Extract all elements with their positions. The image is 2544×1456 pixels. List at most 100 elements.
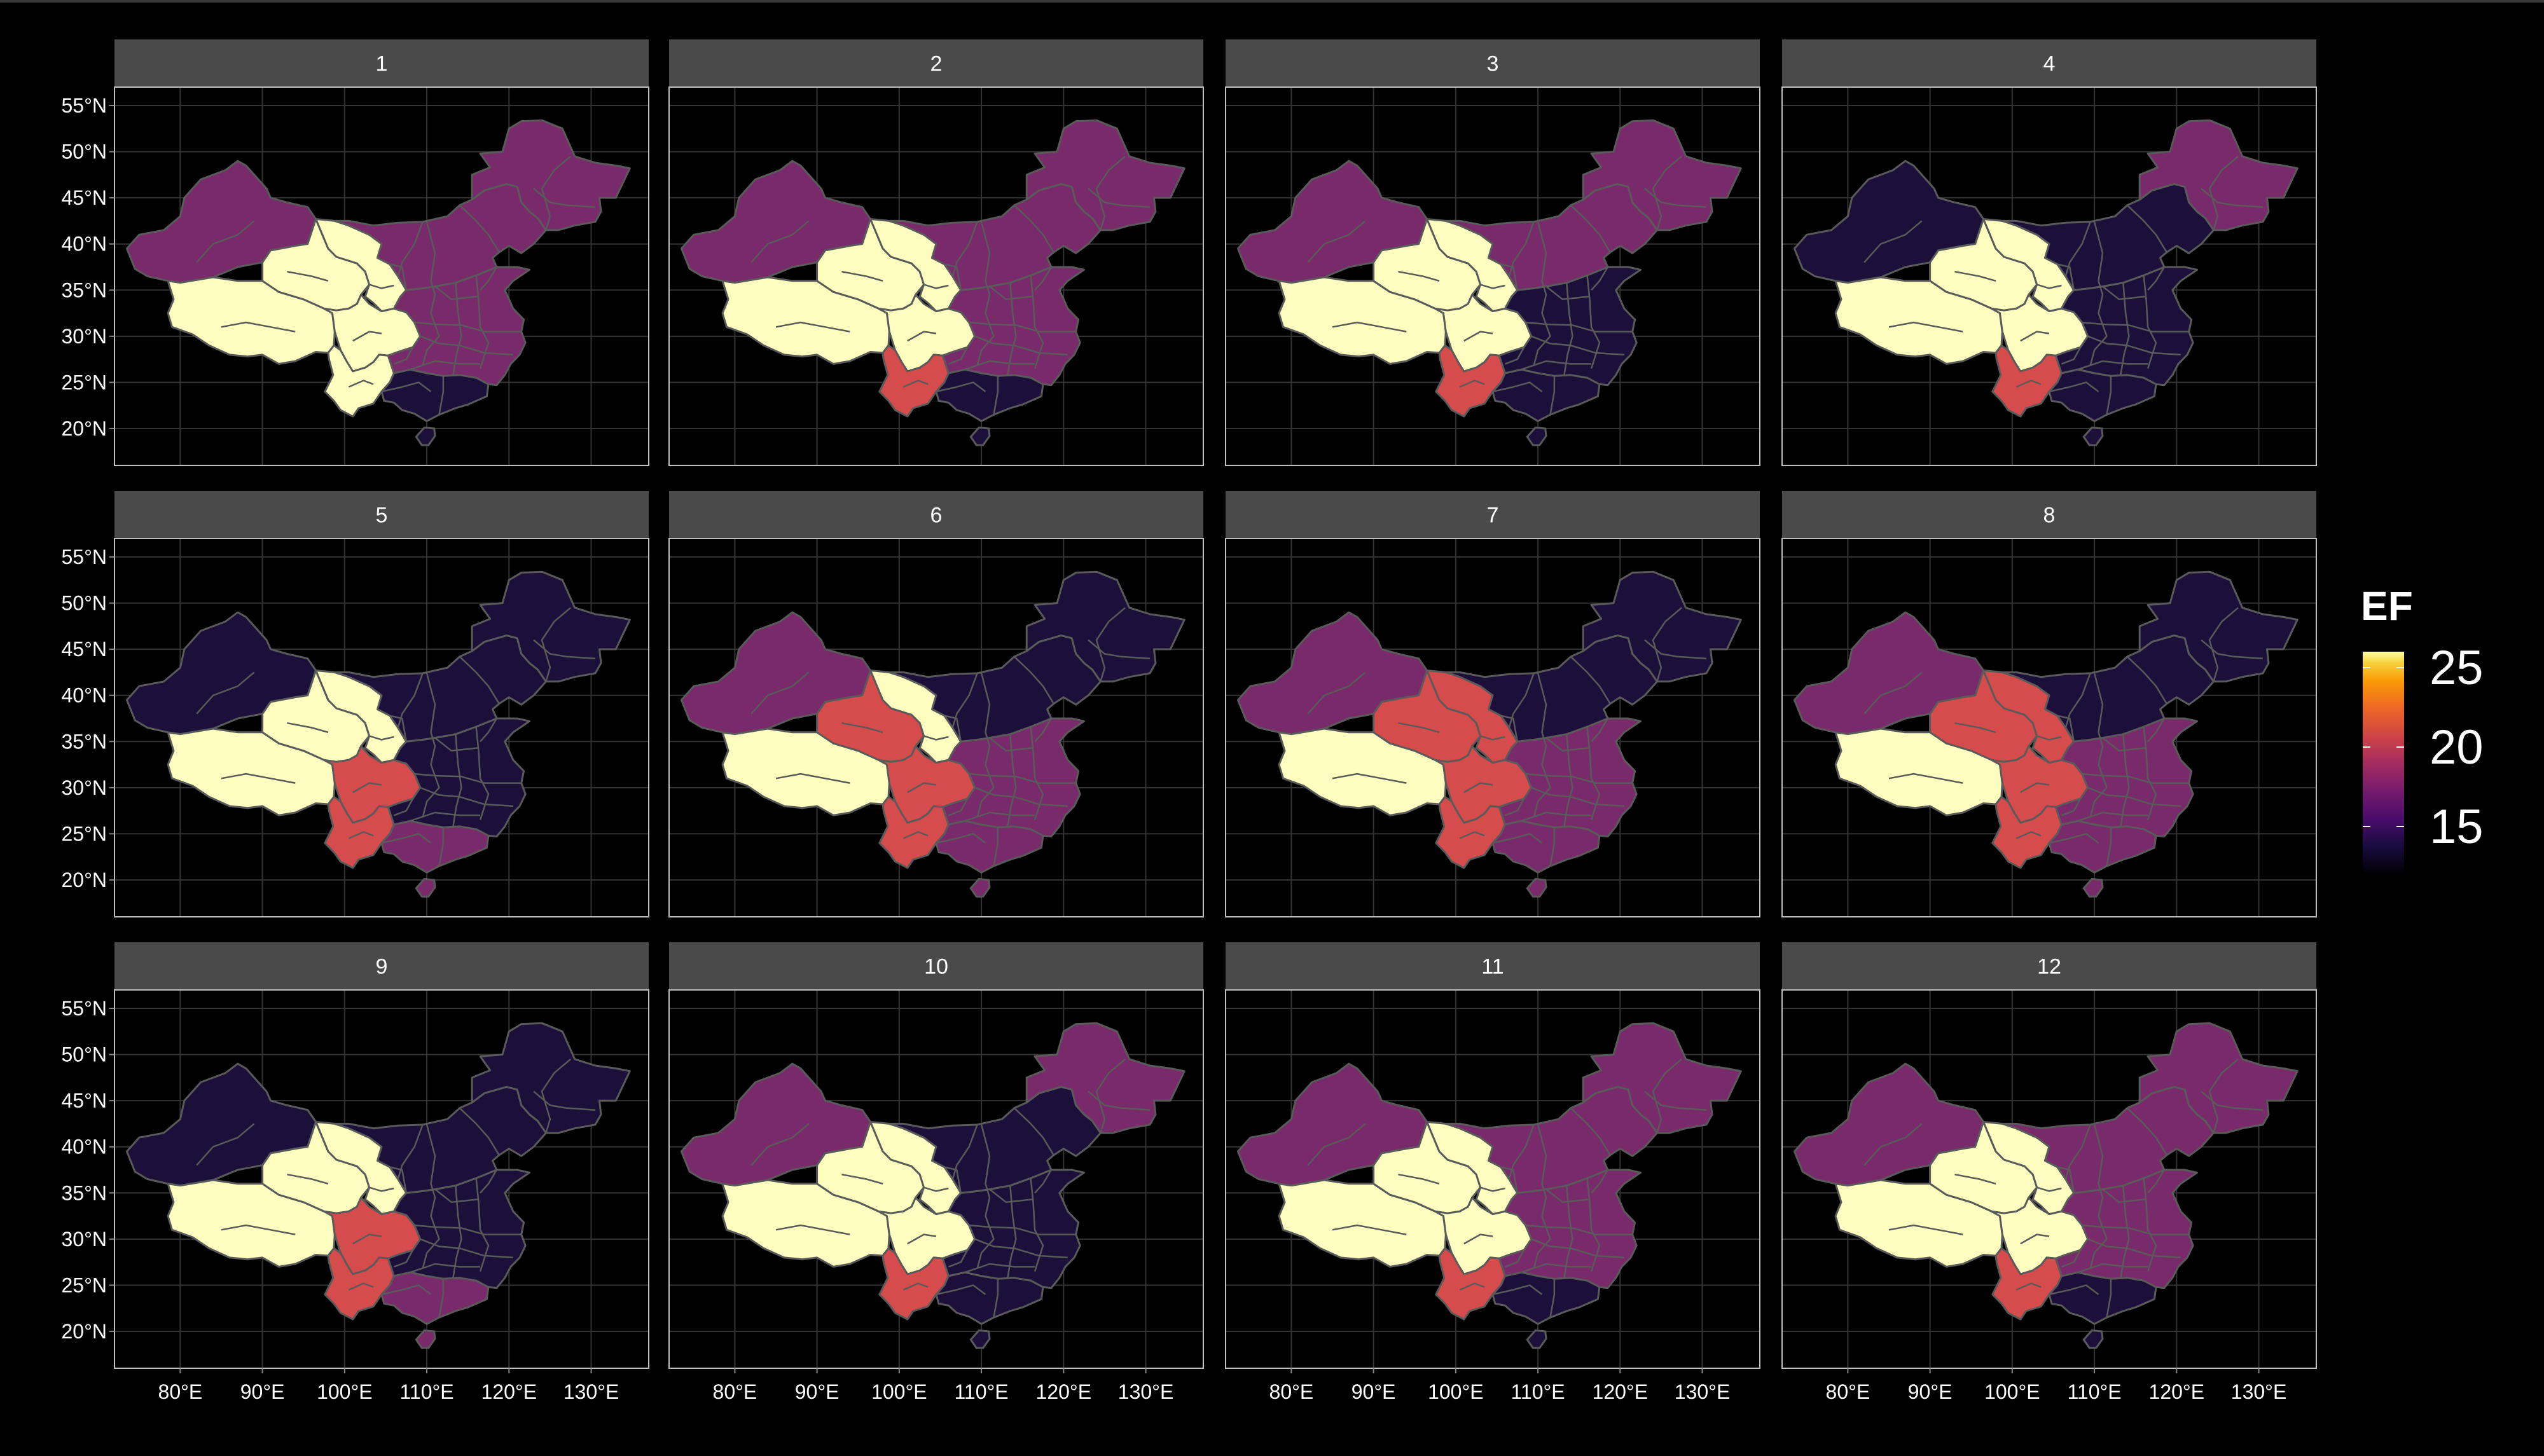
region-hainan <box>969 1329 991 1349</box>
region-tibet <box>167 276 336 365</box>
province-border <box>1525 321 1633 333</box>
x-tick-label: 130°E <box>1118 1380 1174 1403</box>
facet-label: 2 <box>930 52 943 76</box>
region-tibet <box>1834 1179 2003 1268</box>
province-border <box>480 718 497 743</box>
province-border <box>1088 188 1151 208</box>
province-border <box>533 639 596 659</box>
region-hainan <box>969 877 991 898</box>
province-border <box>393 347 414 365</box>
province-border <box>2049 381 2099 393</box>
province-border <box>974 1238 1068 1259</box>
facet-strip <box>1782 39 2316 87</box>
panel-border <box>668 86 1204 466</box>
province-border <box>2208 155 2239 231</box>
province-border <box>2057 715 2075 742</box>
province-border <box>2036 1186 2062 1192</box>
province-border <box>414 773 522 784</box>
province-border <box>389 715 408 742</box>
province-border <box>1095 155 1126 231</box>
province-border <box>2087 1238 2181 1259</box>
top-divider <box>0 0 2544 3</box>
province-border <box>1508 221 1535 277</box>
region-tibet <box>1278 727 1447 816</box>
province-border <box>936 381 986 393</box>
facet-strip <box>669 942 1203 990</box>
province-border <box>2020 782 2050 793</box>
y-tick-label: 35°N <box>62 278 107 301</box>
region-east <box>1498 266 1642 387</box>
region-east <box>941 717 1086 838</box>
province-border <box>775 1224 850 1235</box>
province-border <box>221 773 296 784</box>
x-tick-label: 100°E <box>1428 1380 1484 1403</box>
province-border <box>1013 1107 1054 1156</box>
province-border <box>1508 673 1535 728</box>
facet-strip <box>114 491 649 539</box>
region-hainan <box>2082 877 2104 898</box>
y-tick-label: 55°N <box>62 546 107 568</box>
y-tick-label: 50°N <box>62 1043 107 1066</box>
province-border <box>2077 360 2148 371</box>
y-tick-label: 20°N <box>62 1320 107 1343</box>
province-border <box>2064 1124 2091 1179</box>
x-tick-label: 110°E <box>954 1380 1008 1403</box>
province-border <box>1459 1282 1485 1291</box>
panel-border <box>668 538 1204 917</box>
x-tick-label: 80°E <box>158 1380 203 1403</box>
province-border <box>750 671 810 715</box>
region-hainan <box>1526 877 1547 898</box>
x-tick-label: 90°E <box>1908 1380 1953 1403</box>
panel-border <box>1781 989 2317 1369</box>
province-border <box>369 1186 394 1192</box>
facet-panel: 2 <box>668 39 1204 466</box>
region-east <box>941 1169 1086 1289</box>
province-border <box>2201 188 2264 208</box>
x-tick-label: 80°E <box>713 1380 757 1403</box>
province-border <box>541 607 572 682</box>
x-tick-label: 90°E <box>240 1380 285 1403</box>
region-hainan <box>415 1329 436 1349</box>
province-border <box>2102 737 2146 752</box>
province-border <box>1007 1185 1017 1279</box>
province-border <box>964 1263 1035 1274</box>
legend-break-label: 25 <box>2430 641 2484 695</box>
province-border <box>414 1224 522 1235</box>
region-east <box>1498 1169 1642 1289</box>
facet-label: 6 <box>930 504 943 528</box>
province-border <box>369 284 394 289</box>
province-border <box>1954 270 1996 282</box>
province-border <box>948 347 969 365</box>
province-border <box>2036 284 2062 289</box>
y-tick-label: 25°N <box>62 822 107 845</box>
panel-border <box>668 989 1204 1369</box>
facet-label: 7 <box>1487 504 1499 528</box>
province-border <box>974 335 1068 356</box>
facet-strip <box>669 491 1203 539</box>
province-border <box>287 722 329 734</box>
province-border <box>2147 266 2165 291</box>
province-border <box>348 831 374 839</box>
province-border <box>2089 1124 2108 1269</box>
facet-strip <box>114 942 649 990</box>
province-border <box>389 1166 408 1193</box>
province-border <box>475 726 490 820</box>
facet-label: 8 <box>2043 504 2056 528</box>
province-border <box>1549 376 1556 415</box>
province-border <box>1531 786 1624 807</box>
province-border <box>1563 734 1573 827</box>
province-border <box>452 282 462 376</box>
province-border <box>993 1279 999 1318</box>
province-border <box>2036 735 2062 741</box>
province-border <box>389 263 408 291</box>
province-border <box>1480 1186 1505 1192</box>
province-border <box>1545 285 1589 301</box>
province-border <box>393 1249 414 1268</box>
province-border <box>1549 827 1556 867</box>
province-border <box>1332 321 1407 333</box>
province-border <box>2057 1166 2075 1193</box>
region-hainan <box>2082 1329 2104 1349</box>
province-border <box>1500 715 1519 742</box>
province-border <box>397 1124 424 1179</box>
